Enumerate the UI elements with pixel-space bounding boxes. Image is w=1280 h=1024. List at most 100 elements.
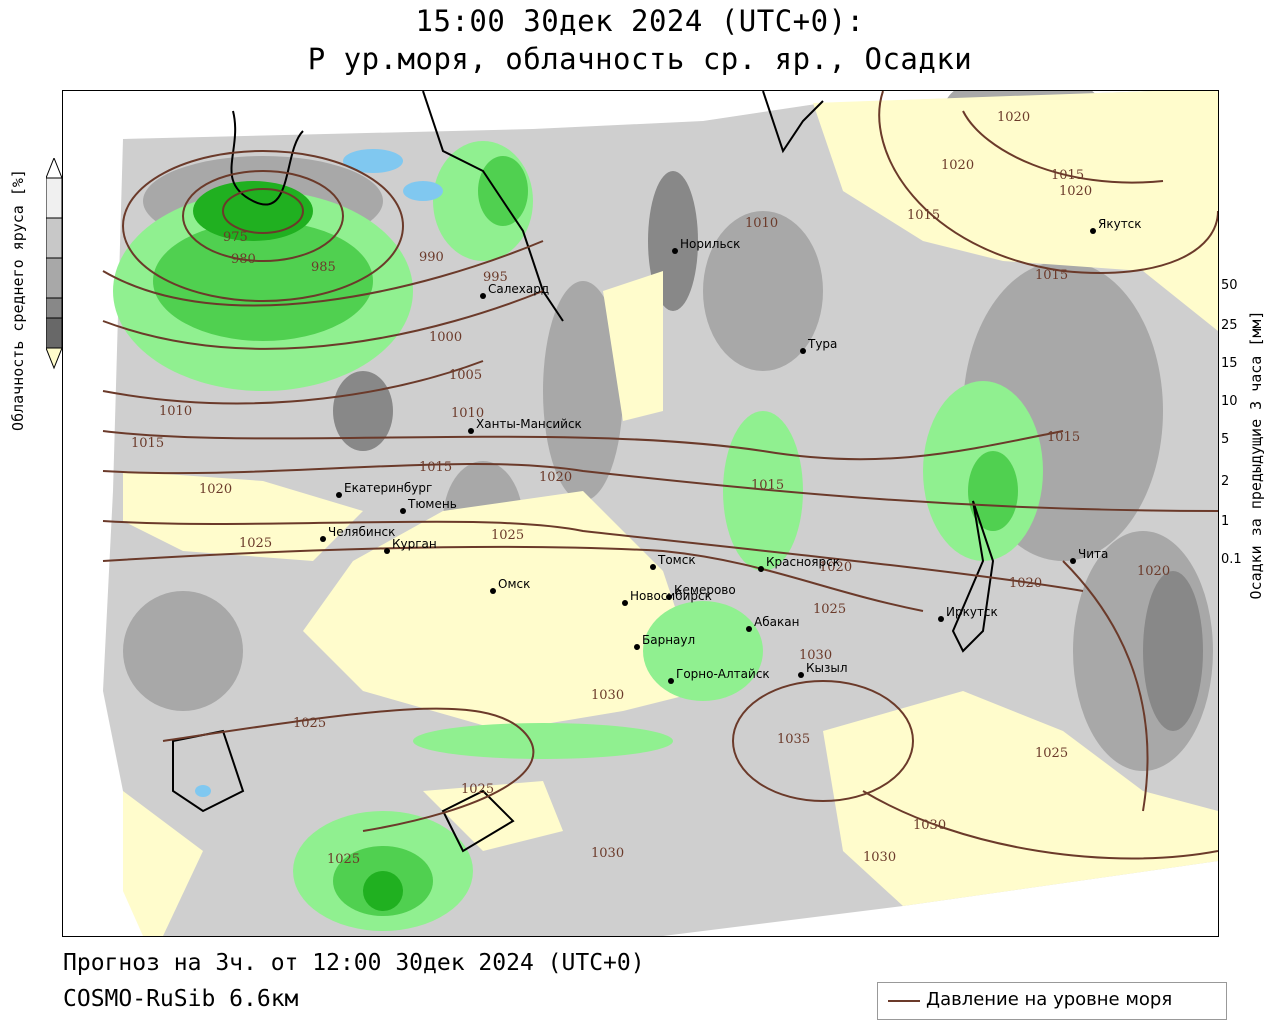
isobar-label: 1010 [745, 216, 778, 231]
city-dot-icon [800, 348, 806, 354]
city-dot-icon [400, 508, 406, 514]
isobar-label: 975 [223, 230, 248, 245]
isobar-label: 1020 [997, 110, 1030, 125]
city-dot-icon [746, 626, 752, 632]
city-marker[interactable]: Екатеринбург [336, 481, 432, 498]
precip-tick-5: 5 [1221, 432, 1230, 447]
city-marker[interactable]: Тура [800, 337, 837, 354]
precip-tick-0-1: 0.1 [1221, 552, 1242, 567]
isobar-label: 1030 [591, 846, 624, 861]
city-marker[interactable]: Норильск [672, 237, 740, 254]
city-label: Курган [392, 537, 437, 551]
city-label: Иркутск [946, 605, 998, 619]
map-title-fields: P ур.моря, облачность ср. яр., Осадки [307, 42, 973, 76]
city-dot-icon [336, 492, 342, 498]
city-marker[interactable]: Челябинск [320, 525, 395, 542]
weather-map[interactable]: 975 980 985 990 995 1000 1005 1010 1010 1010 1015 1… [62, 90, 1219, 937]
city-label: Омск [498, 577, 530, 591]
city-label: Кемерово [674, 583, 736, 597]
city-label: Кызыл [806, 661, 848, 675]
city-dot-icon [758, 566, 764, 572]
isobar-label: 1020 [199, 482, 232, 497]
isobar-label: 1015 [907, 208, 940, 223]
isobar-label: 1000 [429, 330, 462, 345]
isobar-label: 1015 [751, 478, 784, 493]
city-label: Ханты-Мансийск [476, 417, 582, 431]
city-dot-icon [634, 644, 640, 650]
city-label: Екатеринбург [344, 481, 432, 495]
city-dot-icon [798, 672, 804, 678]
city-dot-icon [490, 588, 496, 594]
isobar-label: 1025 [327, 852, 360, 867]
city-marker[interactable]: Салехард [480, 282, 549, 299]
city-label: Абакан [754, 615, 799, 629]
isobar-label: 1030 [591, 688, 624, 703]
city-marker[interactable]: Омск [490, 577, 530, 594]
city-marker[interactable]: Горно-Алтайск [668, 667, 770, 684]
precip-tick-15: 15 [1221, 356, 1238, 371]
model-info: COSMO-RuSib 6.6км [63, 986, 299, 1012]
city-label: Горно-Алтайск [676, 667, 770, 681]
city-marker[interactable]: Курган [384, 537, 437, 554]
precip-tick-25: 25 [1221, 318, 1238, 333]
precip-scale-title: Осадки за предыдущие 3 часа [мм] [1247, 310, 1265, 600]
isobar-label: 1015 [131, 436, 164, 451]
city-marker[interactable]: Тюмень [400, 497, 457, 514]
water-bodies [195, 149, 443, 797]
city-label: Тура [807, 337, 837, 351]
isobar-label: 1025 [1035, 746, 1068, 761]
city-label: Томск [657, 553, 696, 567]
precip-tick-2: 2 [1221, 474, 1230, 489]
clear-sky-areas [123, 91, 1218, 936]
city-label: Красноярск [766, 555, 840, 569]
city-marker[interactable]: Новосибирск [622, 589, 712, 606]
city-marker[interactable]: Кызыл [798, 661, 848, 678]
isobar-label: 1020 [941, 158, 974, 173]
city-markers: Норильск Якутск Салехард Тура Ханты-Мансийск… [320, 217, 1142, 684]
city-label: Новосибирск [630, 589, 712, 603]
city-dot-icon [480, 293, 486, 299]
city-marker[interactable]: Якутск [1090, 217, 1142, 234]
cloud-scale-bar [46, 158, 62, 370]
isobar-label: 1020 [819, 560, 852, 575]
isobar-label: 1005 [449, 368, 482, 383]
pressure-legend-line [888, 1000, 920, 1002]
city-label: Якутск [1098, 217, 1142, 231]
coastlines [172, 91, 995, 853]
city-marker[interactable]: Барнаул [634, 633, 695, 650]
city-marker[interactable]: Томск [650, 553, 696, 570]
isobar-label: 1015 [1051, 168, 1084, 183]
isobars [102, 91, 1218, 860]
city-dot-icon [668, 678, 674, 684]
city-dot-icon [672, 248, 678, 254]
city-dot-icon [468, 428, 474, 434]
city-label: Челябинск [328, 525, 395, 539]
city-dot-icon [622, 600, 628, 606]
city-marker[interactable]: Красноярск [758, 555, 840, 572]
map-title-time: 15:00 30дек 2024 (UTC+0): [415, 4, 865, 38]
isobar-label: 1025 [239, 536, 272, 551]
city-marker[interactable]: Иркутск [938, 605, 998, 622]
city-dot-icon [320, 536, 326, 542]
city-marker[interactable]: Чита [1070, 547, 1108, 564]
city-label: Норильск [680, 237, 740, 251]
precip-tick-1: 1 [1221, 514, 1230, 529]
city-marker[interactable]: Кемерово [666, 583, 736, 600]
precip-tick-10: 10 [1221, 394, 1238, 409]
isobar-label: 1015 [1047, 430, 1080, 445]
isobar-label: 1025 [813, 602, 846, 617]
city-dot-icon [1090, 228, 1096, 234]
isobar-label: 1020 [1009, 576, 1042, 591]
precipitation-areas [113, 141, 1043, 931]
city-marker[interactable]: Абакан [746, 615, 799, 632]
pressure-legend: Давление на уровне моря [877, 982, 1227, 1020]
city-dot-icon [384, 548, 390, 554]
city-dot-icon [938, 616, 944, 622]
precip-tick-50: 50 [1221, 278, 1238, 293]
cloud-scale-title: Облачность среднего яруса [%] [9, 169, 27, 431]
isobar-label: 1025 [491, 528, 524, 543]
isobar-label: 980 [231, 252, 256, 267]
city-marker[interactable]: Ханты-Мансийск [468, 417, 582, 434]
